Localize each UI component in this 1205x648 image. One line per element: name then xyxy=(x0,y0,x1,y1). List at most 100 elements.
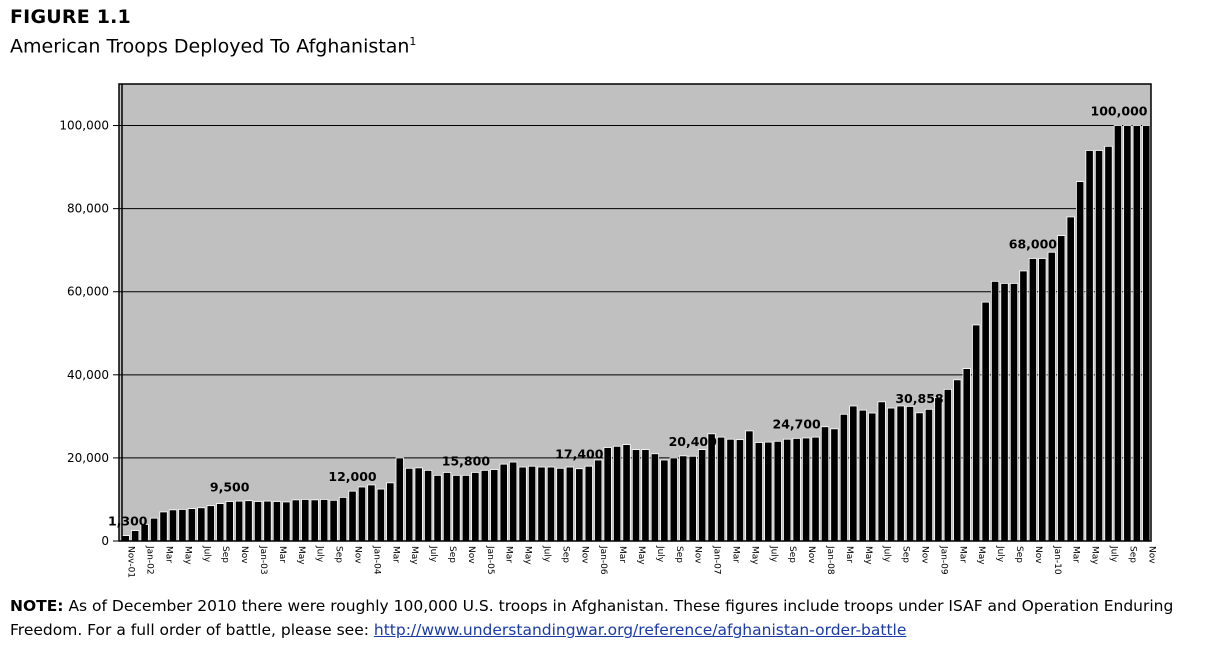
bar xyxy=(1057,235,1066,542)
x-tick-label: Nov xyxy=(693,546,703,564)
bar xyxy=(754,442,763,542)
data-label: 100,000 xyxy=(1091,104,1148,119)
x-tick-label: Mar xyxy=(504,546,514,563)
x-tick-label: Sep xyxy=(787,546,797,563)
bar xyxy=(1113,125,1123,542)
bar xyxy=(650,453,660,542)
plot-border xyxy=(118,83,1152,542)
bar xyxy=(234,500,244,542)
bar xyxy=(546,466,556,542)
bar xyxy=(320,499,329,542)
y-tick-label: 20,000 xyxy=(67,451,109,465)
troop-bar-chart: 0 20,000 40,000 60,000 80,000 100,000 Nov-01 Ja… xyxy=(59,83,1156,578)
order-of-battle-link[interactable]: http://www.understandingwar.org/referenc… xyxy=(373,621,907,639)
x-tick-label: July xyxy=(315,545,325,563)
x-tick-label: July xyxy=(542,545,552,563)
x-tick-label: Sep xyxy=(901,546,911,563)
x-tick-label: May xyxy=(863,546,873,565)
bar xyxy=(858,409,867,542)
bar xyxy=(442,472,452,542)
bar xyxy=(149,517,159,542)
bar xyxy=(461,474,471,542)
x-tick-label: Nov xyxy=(1033,546,1043,564)
x-tick-label: Jan-08 xyxy=(825,545,835,575)
bar xyxy=(537,466,546,542)
bar xyxy=(272,501,282,542)
bar xyxy=(395,457,404,542)
x-tick-label: Jan-05 xyxy=(485,545,495,575)
x-tick-label: Jan-03 xyxy=(258,545,268,575)
bar xyxy=(338,496,348,542)
bar xyxy=(631,449,641,542)
bar xyxy=(612,445,622,542)
bar xyxy=(1047,251,1056,542)
bar xyxy=(1142,125,1151,542)
bar xyxy=(263,500,272,542)
bar xyxy=(726,438,735,542)
bar xyxy=(1085,150,1094,542)
bar xyxy=(329,499,338,542)
x-tick-label: Mar xyxy=(844,546,854,563)
x-tick-label: Jan-10 xyxy=(1052,545,1062,575)
note-paragraph: NOTE: As of December 2010 there were rou… xyxy=(10,594,1200,642)
bar xyxy=(688,455,697,542)
bar xyxy=(499,463,508,542)
data-label: 15,800 xyxy=(442,453,491,468)
bar xyxy=(1000,283,1009,542)
x-tick-label: July xyxy=(201,545,211,563)
bar xyxy=(527,465,537,542)
x-tick-label: May xyxy=(296,546,306,565)
y-tick-label: 40,000 xyxy=(67,368,109,382)
bar xyxy=(972,324,981,542)
bar xyxy=(433,474,442,542)
x-tick-label: Nov xyxy=(466,546,476,564)
bar xyxy=(594,459,603,542)
x-tick-label: May xyxy=(182,546,192,565)
x-tick-label: Sep xyxy=(334,546,344,563)
bar xyxy=(244,500,253,542)
data-label: 68,000 xyxy=(1009,236,1058,251)
bar xyxy=(471,472,480,542)
bar xyxy=(1019,270,1028,542)
bar xyxy=(896,405,905,542)
figure-label: FIGURE 1.1 xyxy=(10,6,131,28)
bar xyxy=(187,508,196,542)
x-tick-label: July xyxy=(995,545,1005,563)
x-tick-label: Mar xyxy=(390,546,400,563)
bar xyxy=(679,455,688,542)
y-tick-label: 100,000 xyxy=(59,119,109,133)
bar xyxy=(801,437,811,542)
bar xyxy=(792,437,801,542)
bar xyxy=(159,511,168,542)
data-label: 1,300 xyxy=(108,514,148,529)
x-tick-label: Nov-01 xyxy=(126,546,136,578)
y-tick-label: 0 xyxy=(101,534,109,548)
x-tick-label: May xyxy=(976,546,986,565)
x-tick-label: Sep xyxy=(220,546,230,563)
data-label: 9,500 xyxy=(210,480,250,495)
bar xyxy=(1104,145,1113,542)
bar xyxy=(868,412,877,542)
bar xyxy=(301,499,310,542)
x-tick-label: July xyxy=(1108,545,1118,563)
x-tick-label: Sep xyxy=(1127,546,1137,563)
x-tick-label: Mar xyxy=(730,546,740,563)
x-tick-label: Mar xyxy=(957,546,967,563)
x-tick-label: Nov xyxy=(919,546,929,564)
data-label: 24,700 xyxy=(773,416,822,431)
bar xyxy=(405,467,414,542)
bar xyxy=(773,440,782,542)
x-tick-label: May xyxy=(1090,546,1100,565)
bar xyxy=(839,413,849,542)
data-label: 17,400 xyxy=(555,447,604,462)
bar xyxy=(735,439,745,542)
bar xyxy=(367,484,376,542)
bar xyxy=(981,301,990,542)
bar xyxy=(698,449,707,542)
y-tick-label: 60,000 xyxy=(67,285,109,299)
bar xyxy=(1009,283,1019,542)
bar xyxy=(849,405,858,542)
x-tick-label: Sep xyxy=(674,546,684,563)
bar xyxy=(1132,125,1141,542)
y-tick-label: 80,000 xyxy=(67,202,109,216)
